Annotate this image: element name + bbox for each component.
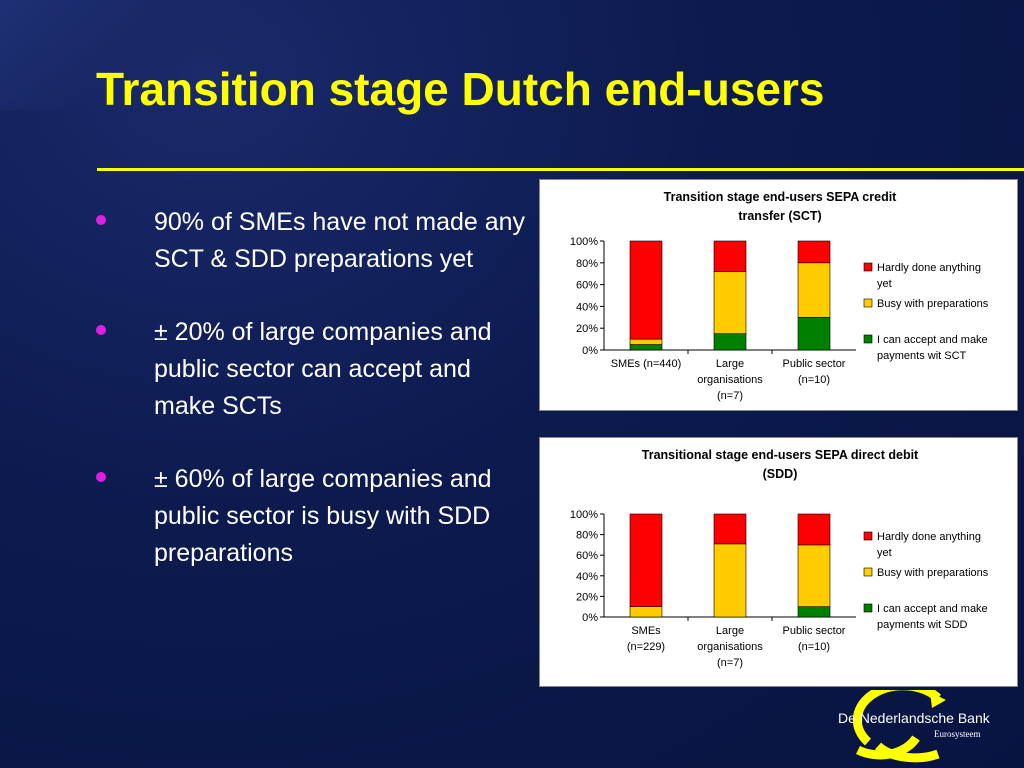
y-tick-label: 60%	[576, 280, 598, 292]
bar-segment	[797, 606, 831, 618]
y-tick-label: 40%	[576, 301, 598, 313]
category-label: Public sector	[783, 625, 846, 637]
y-tick-label: 80%	[576, 258, 598, 270]
y-tick-label: 0%	[582, 612, 598, 624]
category-label: (n=229)	[627, 641, 665, 653]
bullet-dot-icon	[96, 472, 106, 482]
bar-segment	[797, 317, 831, 351]
bullet-dot-icon	[96, 215, 106, 225]
legend-label: Hardly done anything	[877, 531, 981, 543]
legend-swatch	[863, 567, 873, 577]
legend-swatch	[863, 298, 873, 308]
bar-segment	[713, 543, 747, 618]
category-label: organisations	[697, 641, 763, 653]
chart-title: transfer (SCT)	[738, 209, 821, 223]
bullet-text: 90% of SMEs have not made any SCT & SDD …	[154, 208, 526, 273]
bar-segment	[629, 240, 663, 340]
sdd-chart: Transitional stage end-users SEPA direct…	[539, 437, 1018, 687]
category-label: SMEs (n=440)	[611, 358, 682, 370]
bar-segment	[797, 513, 831, 546]
category-label: (n=10)	[798, 374, 830, 386]
bullet-list: 90% of SMEs have not made any SCT & SDD …	[96, 204, 526, 608]
y-tick-label: 100%	[570, 236, 598, 248]
category-label: (n=7)	[717, 657, 743, 669]
y-tick-label: 0%	[582, 345, 598, 357]
legend-swatch	[863, 334, 873, 344]
bullet-text: ± 60% of large companies and public sect…	[154, 465, 492, 567]
y-tick-label: 80%	[576, 530, 598, 542]
chart-title: (SDD)	[763, 467, 798, 481]
category-label: (n=7)	[717, 390, 743, 402]
slide-title: Transition stage Dutch end-users	[96, 63, 825, 115]
legend-label: I can accept and make	[877, 603, 988, 615]
legend-label: I can accept and make	[877, 334, 988, 346]
legend-swatch	[863, 531, 873, 541]
category-label: Public sector	[783, 358, 846, 370]
y-tick-label: 20%	[576, 591, 598, 603]
legend-label: Hardly done anything	[877, 262, 981, 274]
category-label: Large	[716, 625, 744, 637]
bar-segment	[713, 333, 747, 351]
category-label: organisations	[697, 374, 763, 386]
legend-label: yet	[877, 547, 892, 559]
y-tick-label: 20%	[576, 323, 598, 335]
legend-label: yet	[877, 278, 892, 290]
bullet-item: ± 20% of large companies and public sect…	[96, 314, 526, 425]
bar-segment	[713, 271, 747, 334]
legend-label: payments wit SDD	[877, 619, 968, 631]
legend-label: Busy with preparations	[877, 567, 989, 579]
logo-subtitle: Eurosysteem	[934, 729, 981, 739]
sct-chart: Transition stage end-users SEPA credit tr…	[539, 179, 1018, 411]
bullet-dot-icon	[96, 325, 106, 335]
bar-segment	[713, 240, 747, 272]
category-label: SMEs	[631, 625, 661, 637]
y-tick-label: 60%	[576, 550, 598, 562]
corner-decoration	[0, 0, 170, 110]
sct-chart-svg: Transition stage end-users SEPA credit tr…	[570, 190, 989, 402]
bar-segment	[629, 513, 663, 607]
bullet-text: ± 20% of large companies and public sect…	[154, 318, 492, 420]
dnb-logo-icon	[852, 690, 946, 763]
bar-segment	[629, 344, 663, 351]
logo-name: De Nederlandsche Bank	[838, 710, 990, 726]
y-tick-label: 100%	[570, 509, 598, 521]
chart-title: Transition stage end-users SEPA credit	[664, 190, 898, 204]
category-label: (n=10)	[798, 641, 830, 653]
y-tick-label: 40%	[576, 571, 598, 583]
bullet-item: ± 60% of large companies and public sect…	[96, 461, 526, 572]
legend-label: payments wit SCT	[877, 350, 967, 362]
sdd-chart-svg: Transitional stage end-users SEPA direct…	[570, 448, 989, 669]
bar-segment	[797, 262, 831, 318]
chart-title: Transitional stage end-users SEPA direct…	[642, 448, 919, 462]
bullet-item: 90% of SMEs have not made any SCT & SDD …	[96, 204, 526, 278]
legend-swatch	[863, 262, 873, 272]
bar-segment	[629, 338, 663, 345]
category-label: Large	[716, 358, 744, 370]
legend-swatch	[863, 603, 873, 613]
bar-segment	[629, 606, 663, 618]
legend-label: Busy with preparations	[877, 298, 989, 310]
bar-segment	[797, 544, 831, 608]
bar-segment	[797, 240, 831, 264]
title-underline	[97, 168, 1024, 171]
bar-segment	[713, 513, 747, 545]
